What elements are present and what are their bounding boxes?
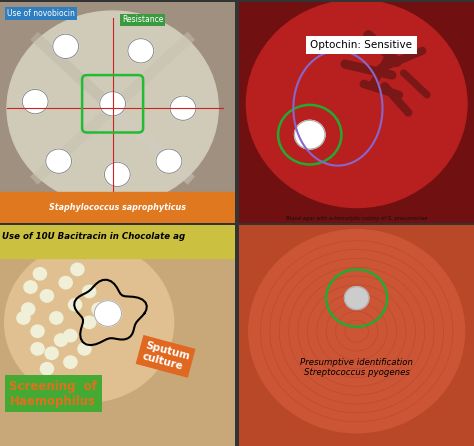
Text: Optochin: Sensitive: Optochin: Sensitive: [310, 40, 412, 50]
Text: Blood agar with α-hemolytic colony of S. pneumoniae: Blood agar with α-hemolytic colony of S.…: [286, 216, 428, 221]
Circle shape: [82, 316, 96, 329]
Ellipse shape: [5, 243, 173, 402]
Circle shape: [246, 0, 467, 207]
Circle shape: [69, 298, 82, 311]
Circle shape: [40, 363, 54, 375]
Circle shape: [345, 287, 369, 310]
Text: Screening  of
Haemophilus: Screening of Haemophilus: [9, 380, 97, 408]
Bar: [0, 214, 235, 258]
Circle shape: [82, 285, 96, 297]
Text: Resistance: Resistance: [122, 16, 164, 25]
Circle shape: [170, 96, 196, 120]
Circle shape: [92, 303, 105, 315]
Circle shape: [59, 277, 72, 289]
Circle shape: [156, 149, 182, 173]
Circle shape: [71, 263, 84, 276]
Text: Staphylococcus saprophyticus: Staphylococcus saprophyticus: [49, 203, 186, 212]
Text: Presumptive identification
Streptococcus pyogenes: Presumptive identification Streptococcus…: [300, 358, 413, 377]
Circle shape: [24, 281, 37, 293]
Text: Use of 10U Bacitracin in Chocolate ag: Use of 10U Bacitracin in Chocolate ag: [2, 232, 185, 241]
Circle shape: [128, 39, 154, 63]
Circle shape: [31, 325, 44, 337]
Circle shape: [45, 347, 58, 359]
Circle shape: [64, 356, 77, 368]
Circle shape: [100, 91, 126, 116]
Circle shape: [17, 312, 30, 324]
Circle shape: [104, 162, 130, 186]
Text: Sputum
culture: Sputum culture: [141, 340, 191, 373]
Bar: [0, 192, 235, 223]
Circle shape: [64, 330, 77, 342]
Circle shape: [55, 334, 68, 346]
Circle shape: [40, 290, 54, 302]
Circle shape: [94, 301, 121, 326]
Circle shape: [249, 230, 465, 433]
Circle shape: [50, 312, 63, 324]
Ellipse shape: [7, 11, 218, 205]
Circle shape: [22, 303, 35, 315]
Text: Use of novobiocin: Use of novobiocin: [7, 9, 75, 18]
Circle shape: [22, 90, 48, 114]
Circle shape: [33, 268, 46, 280]
Circle shape: [78, 343, 91, 355]
Circle shape: [46, 149, 72, 173]
Circle shape: [294, 120, 325, 149]
Circle shape: [31, 343, 44, 355]
Circle shape: [53, 34, 79, 58]
